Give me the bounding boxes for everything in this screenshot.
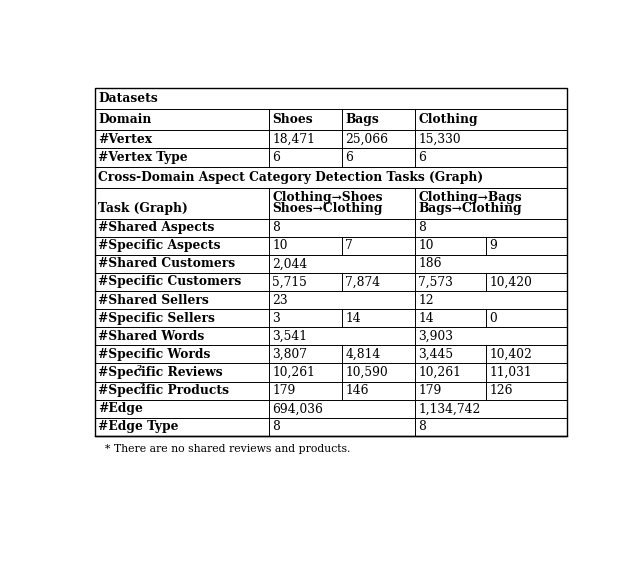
Text: 7,874: 7,874 [346, 276, 380, 289]
Bar [95, 88, 567, 436]
Text: 6: 6 [346, 151, 353, 164]
Text: 14: 14 [346, 312, 361, 325]
Text: Datasets: Datasets [99, 92, 158, 105]
Text: 25,066: 25,066 [346, 133, 388, 146]
Text: 8: 8 [272, 420, 280, 433]
Text: 14: 14 [419, 312, 434, 325]
Text: #Specific Sellers: #Specific Sellers [99, 312, 215, 325]
Text: Shoes: Shoes [272, 113, 313, 126]
Text: 2: 2 [140, 382, 145, 390]
Text: 3,445: 3,445 [419, 348, 454, 361]
Text: 3,807: 3,807 [272, 348, 307, 361]
Text: 10,590: 10,590 [346, 366, 388, 379]
Text: #Shared Aspects: #Shared Aspects [99, 221, 215, 234]
Text: 126: 126 [490, 384, 513, 397]
Text: 8: 8 [419, 420, 426, 433]
Text: Clothing: Clothing [419, 113, 478, 126]
Text: Cross-Domain Aspect Category Detection Tasks (Graph): Cross-Domain Aspect Category Detection T… [99, 171, 483, 183]
Text: 18,471: 18,471 [272, 133, 315, 146]
Text: 179: 179 [419, 384, 442, 397]
Text: 3: 3 [272, 312, 280, 325]
Text: 6: 6 [272, 151, 280, 164]
Text: Clothing→Bags: Clothing→Bags [419, 191, 522, 204]
Text: 4,814: 4,814 [346, 348, 381, 361]
Text: #Shared Customers: #Shared Customers [99, 258, 236, 270]
Text: 2: 2 [137, 363, 142, 372]
Text: 7,573: 7,573 [419, 276, 453, 289]
Text: 8: 8 [419, 221, 426, 234]
Text: 2,044: 2,044 [272, 258, 307, 270]
Text: 7: 7 [346, 239, 353, 252]
Text: 10: 10 [272, 239, 287, 252]
Text: Task (Graph): Task (Graph) [99, 202, 188, 215]
Text: 10,261: 10,261 [419, 366, 461, 379]
Text: 3,541: 3,541 [272, 330, 307, 343]
Text: #Specific Products: #Specific Products [99, 384, 229, 397]
Text: 694,036: 694,036 [272, 402, 323, 415]
Text: 10,261: 10,261 [272, 366, 315, 379]
Text: #Specific Aspects: #Specific Aspects [99, 239, 221, 252]
Text: 0: 0 [490, 312, 497, 325]
Text: 9: 9 [490, 239, 497, 252]
Text: Bags→Clothing: Bags→Clothing [419, 202, 522, 215]
Text: #Shared Sellers: #Shared Sellers [99, 293, 209, 306]
Text: #Specific Words: #Specific Words [99, 348, 211, 361]
Text: 10,420: 10,420 [490, 276, 532, 289]
Text: 186: 186 [419, 258, 442, 270]
Text: Domain: Domain [99, 113, 152, 126]
Text: 146: 146 [346, 384, 369, 397]
Text: #Edge Type: #Edge Type [99, 420, 179, 433]
Text: 15,330: 15,330 [419, 133, 461, 146]
Text: 10: 10 [419, 239, 434, 252]
Text: #Specific Customers: #Specific Customers [99, 276, 242, 289]
Text: 11,031: 11,031 [490, 366, 532, 379]
Text: 23: 23 [272, 293, 288, 306]
Text: Shoes→Clothing: Shoes→Clothing [272, 202, 383, 215]
Text: 12: 12 [419, 293, 434, 306]
Text: #Specific Reviews: #Specific Reviews [99, 366, 223, 379]
Text: 1,134,742: 1,134,742 [419, 402, 481, 415]
Text: 3,903: 3,903 [419, 330, 454, 343]
Text: * There are no shared reviews and products.: * There are no shared reviews and produc… [105, 444, 350, 454]
Text: 6: 6 [419, 151, 426, 164]
Text: 10,402: 10,402 [490, 348, 532, 361]
Text: Clothing→Shoes: Clothing→Shoes [272, 191, 383, 204]
Text: 8: 8 [272, 221, 280, 234]
Text: #Vertex: #Vertex [99, 133, 152, 146]
Text: 179: 179 [272, 384, 296, 397]
Text: Bags: Bags [346, 113, 379, 126]
Text: #Shared Words: #Shared Words [99, 330, 205, 343]
Text: #Vertex Type: #Vertex Type [99, 151, 188, 164]
Text: #Edge: #Edge [99, 402, 143, 415]
Text: 5,715: 5,715 [272, 276, 307, 289]
